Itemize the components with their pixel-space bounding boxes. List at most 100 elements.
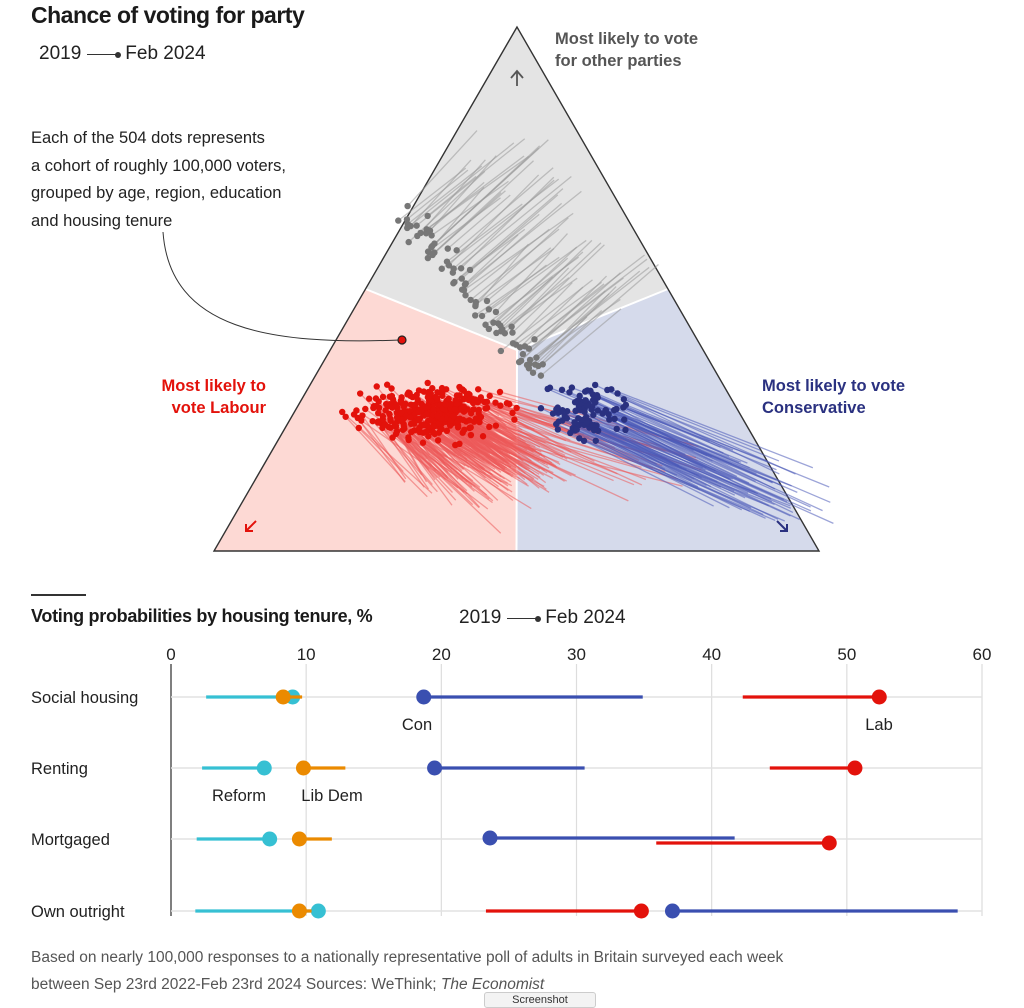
cohort-dot	[408, 428, 415, 436]
cohort-dot	[477, 394, 485, 401]
cohort-trail	[578, 417, 792, 509]
chart-title: Chance of voting for party	[31, 2, 305, 28]
cohort-dot	[424, 248, 432, 255]
cohort-trail	[542, 263, 659, 365]
cohort-dot	[397, 397, 405, 404]
cohort-trail	[623, 398, 780, 462]
cohort-dot	[589, 391, 597, 398]
cohort-dot	[415, 387, 423, 394]
legend-arrow-icon	[507, 612, 542, 624]
cohort-dot	[420, 429, 427, 436]
cohort-dot	[477, 413, 485, 421]
cohort-dot	[474, 386, 482, 393]
cohort-dot	[483, 297, 491, 305]
cohort-dot	[388, 385, 395, 392]
cohort-dot	[466, 417, 473, 424]
cohort-dot	[456, 392, 463, 399]
cohort-dot	[582, 397, 589, 404]
row-label: Mortgaged	[31, 831, 110, 849]
cohort-dot	[369, 417, 376, 425]
cohort-dot	[582, 413, 590, 421]
cohort-dot	[438, 425, 445, 433]
arrow-up-head	[510, 69, 524, 79]
cohort-trail	[540, 308, 622, 377]
cohort-trail	[495, 239, 593, 334]
dumbbell-chart: 0 10 20 30 40 50 60 Social housing Renting Mortga…	[31, 645, 991, 921]
cohort-dot	[492, 399, 499, 406]
cohort-dot	[620, 396, 628, 403]
annotation-text: Each of the 504 dots represents a cohort…	[31, 125, 286, 235]
cohort-trail	[475, 248, 555, 306]
cohort-dot	[442, 386, 450, 393]
cohort-trail	[416, 138, 526, 227]
annotation-line: Each of the 504 dots represents	[31, 129, 265, 147]
arrow-head	[245, 524, 253, 532]
cohort-dot	[525, 345, 533, 352]
cohort-dot	[517, 357, 525, 364]
cohort-trail	[463, 212, 574, 291]
section-divider	[31, 594, 86, 596]
corner-label-line: for other parties	[555, 52, 682, 70]
cohort-trail	[495, 233, 568, 313]
dumbbell-dot	[427, 760, 443, 776]
cohort-trail	[518, 272, 621, 363]
cohort-dot	[412, 401, 419, 408]
cohort-dot	[485, 306, 493, 313]
cohort-trail	[456, 167, 554, 251]
cohort-dot	[472, 312, 479, 319]
cohort-dot	[523, 361, 531, 369]
cohort-trail	[583, 419, 730, 480]
cohort-dot	[393, 414, 401, 421]
cohort-dot	[571, 398, 579, 406]
cohort-trail	[410, 159, 472, 227]
cohort-dot	[559, 406, 566, 414]
cohort-dot	[592, 437, 599, 444]
cohort-trail	[392, 437, 430, 490]
screenshot-button[interactable]: Screenshot	[484, 992, 596, 1008]
x-tick-label: 0	[166, 645, 175, 664]
cohort-trail	[481, 239, 587, 317]
cohort-dot	[583, 419, 590, 426]
dumbbell-dot	[821, 835, 837, 851]
cohort-dot	[402, 401, 409, 408]
corner-label-other: Most likely to vote for other parties	[555, 28, 698, 72]
cohort-trail	[623, 419, 823, 512]
cohort-dot	[419, 439, 427, 446]
cohort-dot	[499, 326, 506, 333]
cohort-dot	[450, 280, 457, 287]
footnote-text: Based on nearly 100,000 responses to a n…	[31, 949, 784, 993]
cohort-dot	[404, 224, 411, 232]
annotation-line: grouped by age, region, education	[31, 184, 282, 202]
cohort-dot	[567, 429, 574, 437]
cohort-dot	[490, 319, 497, 326]
cohort-trail	[447, 194, 511, 250]
cohort-dot	[509, 329, 516, 336]
cohort-trail	[585, 416, 706, 471]
legend-to: Feb 2024	[545, 607, 626, 628]
cohort-dot	[453, 247, 460, 254]
cohort-dot	[445, 262, 453, 269]
cohort-dot	[622, 426, 629, 434]
arrow-down-right-icon	[776, 520, 788, 532]
cohort-trail	[464, 190, 582, 286]
cohort-trail	[453, 188, 564, 283]
cohort-dot	[373, 383, 380, 390]
annotation-line: and housing tenure	[31, 211, 173, 230]
cohort-dot	[387, 415, 394, 422]
cohort-dot	[426, 227, 434, 234]
row-label: Social housing	[31, 689, 138, 707]
corner-label-conservative: Most likely to vote Conservative	[762, 375, 905, 419]
cohort-dot	[608, 386, 615, 393]
cohort-dot	[614, 390, 621, 397]
cohort-trail	[406, 169, 469, 220]
cohort-dot	[374, 419, 382, 426]
cohort-dot	[592, 399, 599, 406]
cohort-dot	[444, 245, 451, 252]
cohort-dot	[354, 414, 361, 422]
cohort-dot	[462, 292, 469, 299]
cohort-trail	[617, 392, 761, 451]
x-tick-label: 40	[702, 645, 721, 664]
cohort-dot	[403, 216, 411, 223]
cohort-dot	[397, 409, 405, 416]
cohort-trail	[486, 407, 595, 462]
